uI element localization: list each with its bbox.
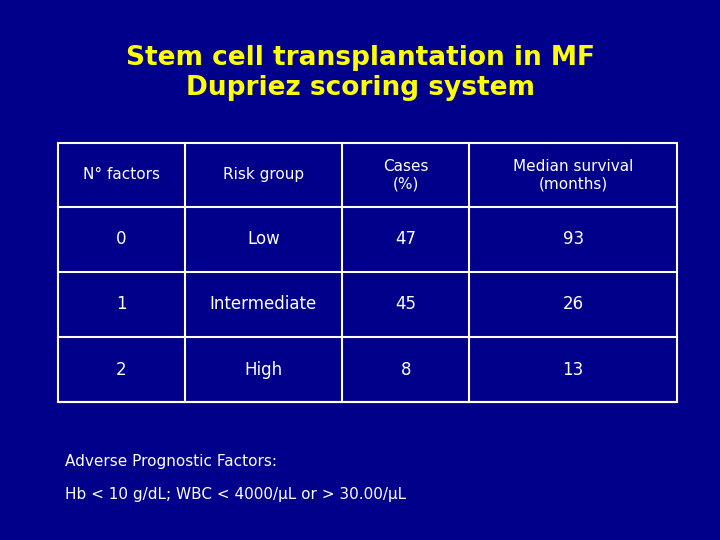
Text: Low: Low bbox=[247, 230, 280, 248]
Text: 8: 8 bbox=[400, 361, 411, 379]
Text: 2: 2 bbox=[116, 361, 127, 379]
Text: Median survival
(months): Median survival (months) bbox=[513, 159, 634, 191]
Text: Risk group: Risk group bbox=[223, 167, 304, 183]
Text: High: High bbox=[244, 361, 282, 379]
Text: Hb < 10 g/dL; WBC < 4000/μL or > 30.00/μL: Hb < 10 g/dL; WBC < 4000/μL or > 30.00/μ… bbox=[65, 487, 406, 502]
Bar bbox=[58, 143, 677, 402]
Text: 26: 26 bbox=[562, 295, 584, 313]
Text: Adverse Prognostic Factors:: Adverse Prognostic Factors: bbox=[65, 454, 276, 469]
Text: N° factors: N° factors bbox=[83, 167, 160, 183]
Text: 93: 93 bbox=[562, 230, 584, 248]
Text: 13: 13 bbox=[562, 361, 584, 379]
Text: 47: 47 bbox=[395, 230, 416, 248]
Text: 1: 1 bbox=[116, 295, 127, 313]
Text: 45: 45 bbox=[395, 295, 416, 313]
Text: 0: 0 bbox=[116, 230, 126, 248]
Text: Stem cell transplantation in MF
Dupriez scoring system: Stem cell transplantation in MF Dupriez … bbox=[125, 45, 595, 101]
Text: Cases
(%): Cases (%) bbox=[383, 159, 428, 191]
Text: Intermediate: Intermediate bbox=[210, 295, 317, 313]
